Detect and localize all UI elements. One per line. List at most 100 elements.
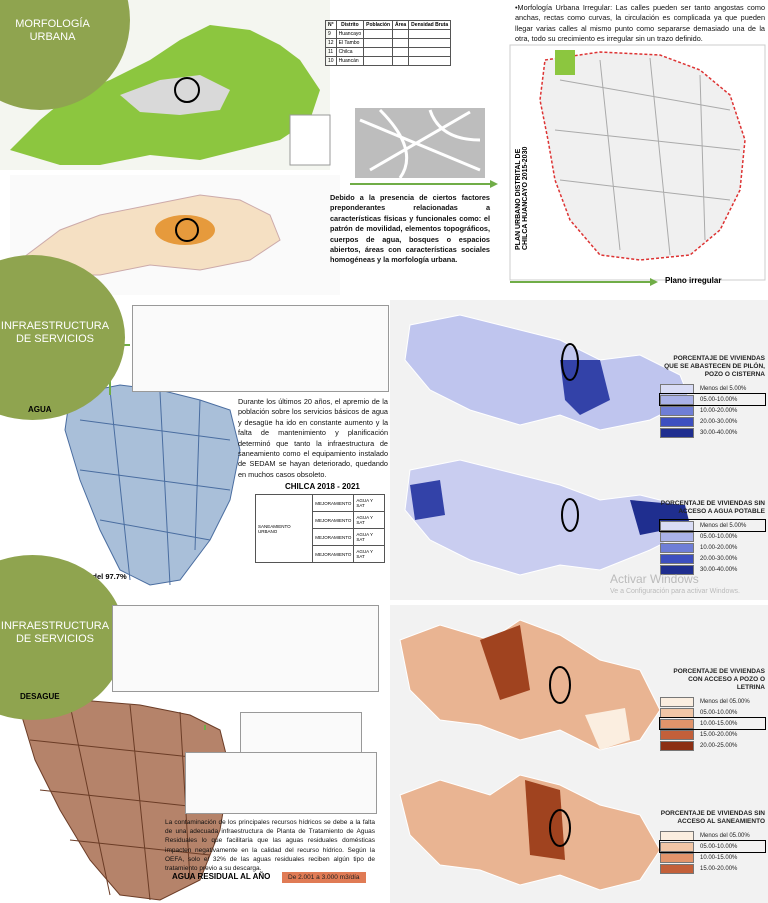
chilca-cell: AGUA Y SAT — [353, 545, 385, 563]
table-cell-empty — [392, 56, 410, 66]
legend-swatch — [660, 841, 694, 852]
chilca-table: SANEAMIENTO URBANO MEJORAMIENTO AGUA Y SAT… — [254, 494, 385, 563]
plan-streets — [554, 57, 741, 256]
plan-green — [555, 50, 575, 75]
legend-swatch — [660, 564, 694, 575]
legend-item: 05.00-10.00% — [659, 840, 766, 853]
highlight-ellipse-3 — [549, 666, 571, 704]
agua-map — [64, 384, 241, 586]
highlight-ellipse-4 — [549, 809, 571, 847]
legend-item: 05.00-10.00% — [659, 393, 766, 406]
table-cell-empty — [363, 38, 394, 48]
legend-label: 05.00-10.00% — [700, 396, 738, 403]
table-cell: Huancayo — [335, 29, 365, 39]
highlight-ellipse — [561, 343, 579, 381]
table-head-cell: Distrito — [335, 20, 365, 30]
residual-table-image — [240, 712, 362, 754]
table-cell-empty — [408, 47, 452, 57]
legend-swatch — [660, 553, 694, 564]
legend-label: 15.00-20.00% — [700, 731, 738, 738]
section-title-2: INFRAESTRUCTURA DE SERVICIOS — [0, 320, 110, 345]
legend-label: 10.00-20.00% — [700, 407, 738, 414]
table-cell-empty — [408, 56, 452, 66]
streets — [359, 108, 481, 179]
legend-title: PORCENTAJE DE VIVIENDAS CON ACCESO A POZ… — [673, 668, 765, 691]
brown-map-2-dark — [525, 780, 565, 860]
legend-label: Menos del 5.00% — [700, 385, 747, 392]
legend-swatch — [660, 863, 694, 874]
legend-label: 10.00-15.00% — [700, 854, 738, 861]
legend-title: PORCENTAJE DE VIVIENDAS QUE SE ABASTECEN… — [664, 355, 765, 378]
legend-swatch — [660, 394, 694, 405]
section-desague-graphics — [15, 605, 768, 903]
table-cell: 10 — [325, 56, 337, 66]
legend-pilon: PORCENTAJE DE VIVIENDAS QUE SE ABASTECEN… — [659, 355, 766, 438]
highlight-ellipse-2 — [561, 498, 579, 532]
legend-item: Menos del 05.00% — [660, 696, 765, 707]
legend-swatch — [660, 740, 694, 751]
watermark-title: Activar Windows — [610, 572, 699, 586]
legend-label: 10.00-20.00% — [700, 544, 738, 551]
legend-item: 30.00-40.00% — [660, 564, 765, 575]
legend-item: 05.00-10.00% — [660, 531, 765, 542]
legend-title: PORCENTAJE DE VIVIENDAS SIN ACCESO AL SA… — [660, 810, 765, 825]
legend-item: 15.00-20.00% — [660, 729, 765, 740]
table-cell-empty — [392, 47, 410, 57]
chilca-title: CHILCA 2018 - 2021 — [285, 482, 360, 491]
legend-title: PORCENTAJE DE VIVIENDAS SIN ACCESO A AGU… — [660, 500, 765, 515]
table-cell: 11 — [325, 47, 337, 57]
legend-swatch — [660, 852, 694, 863]
legend-label: Menos del 05.00% — [700, 698, 750, 705]
agua-label: AGUA — [28, 405, 52, 414]
desague-label: DESAGUE — [20, 692, 60, 701]
legend-box — [289, 114, 331, 166]
orange-map — [19, 194, 281, 276]
legend-item: Menos del 5.00% — [660, 383, 765, 394]
chilca-category: SANEAMIENTO URBANO — [254, 494, 314, 563]
legend-label: Menos del 5.00% — [700, 522, 747, 529]
legend-label: Menos del 05.00% — [700, 832, 750, 839]
legend-item: 30.00-40.00% — [660, 427, 765, 438]
legend-sin-agua: PORCENTAJE DE VIVIENDAS SIN ACCESO A AGU… — [659, 500, 766, 575]
blue-map-2-dark — [410, 480, 445, 520]
residual-label: AGUA RESIDUAL AL AÑO — [172, 872, 271, 881]
table-cell-empty — [408, 38, 452, 48]
table-cell: 12 — [325, 38, 337, 48]
legend-label: 30.00-40.00% — [700, 429, 738, 436]
plan-label: Plano irregular — [665, 276, 722, 285]
highlight-circle — [174, 77, 200, 103]
table-row: 11 Chilca — [325, 47, 452, 57]
chilca-row: MEJORAMIENTO AGUA Y SAT — [256, 528, 385, 546]
table-head-cell: Población — [363, 20, 394, 30]
table-head-cell: Densidad Bruta — [408, 20, 452, 30]
agua-text: Durante los últimos 20 años, el apremio … — [238, 397, 388, 479]
chilca-table-wrap: SANEAMIENTO URBANO MEJORAMIENTO AGUA Y SAT… — [254, 494, 385, 563]
legend-swatch — [660, 696, 694, 707]
arrow-head — [490, 180, 498, 188]
desague-text: La contaminación de los principales recu… — [165, 819, 375, 873]
legend-swatch — [660, 520, 694, 531]
arrow-head-2 — [650, 278, 658, 286]
legend-swatch — [660, 427, 694, 438]
legend-items: Menos del 05.00% 05.00-10.00% 10.00-15.00%… — [659, 696, 766, 751]
table-cell: Chilca — [335, 47, 365, 57]
table-cell-empty — [363, 47, 394, 57]
legend-saneamiento: PORCENTAJE DE VIVIENDAS SIN ACCESO AL SA… — [659, 810, 766, 874]
brown-map-1-light — [585, 708, 630, 750]
chilca-cell: AGUA Y SAT — [353, 511, 385, 529]
legend-label: 15.00-20.00% — [700, 865, 738, 872]
table-cell-empty — [363, 56, 394, 66]
legend-swatch — [660, 542, 694, 553]
chilca-cell: AGUA Y SAT — [353, 528, 385, 546]
legend-item: 10.00-15.00% — [660, 852, 765, 863]
section-agua-graphics — [64, 300, 768, 600]
legend-item: 20.00-25.00% — [660, 740, 765, 751]
chilca-cell: AGUA Y SAT — [353, 494, 385, 512]
factors-text: Debido a la presencia de ciertos factore… — [330, 193, 490, 265]
legend-letrina: PORCENTAJE DE VIVIENDAS CON ACCESO A POZ… — [659, 668, 766, 751]
residual-value: De 2.001 a 3.000 m3/día — [282, 872, 366, 883]
table-head-cell: Área — [392, 20, 410, 30]
chilca-cell: MEJORAMIENTO — [312, 528, 355, 546]
legend-item: Menos del 5.00% — [659, 519, 766, 532]
highlight-circle-2 — [175, 218, 199, 242]
